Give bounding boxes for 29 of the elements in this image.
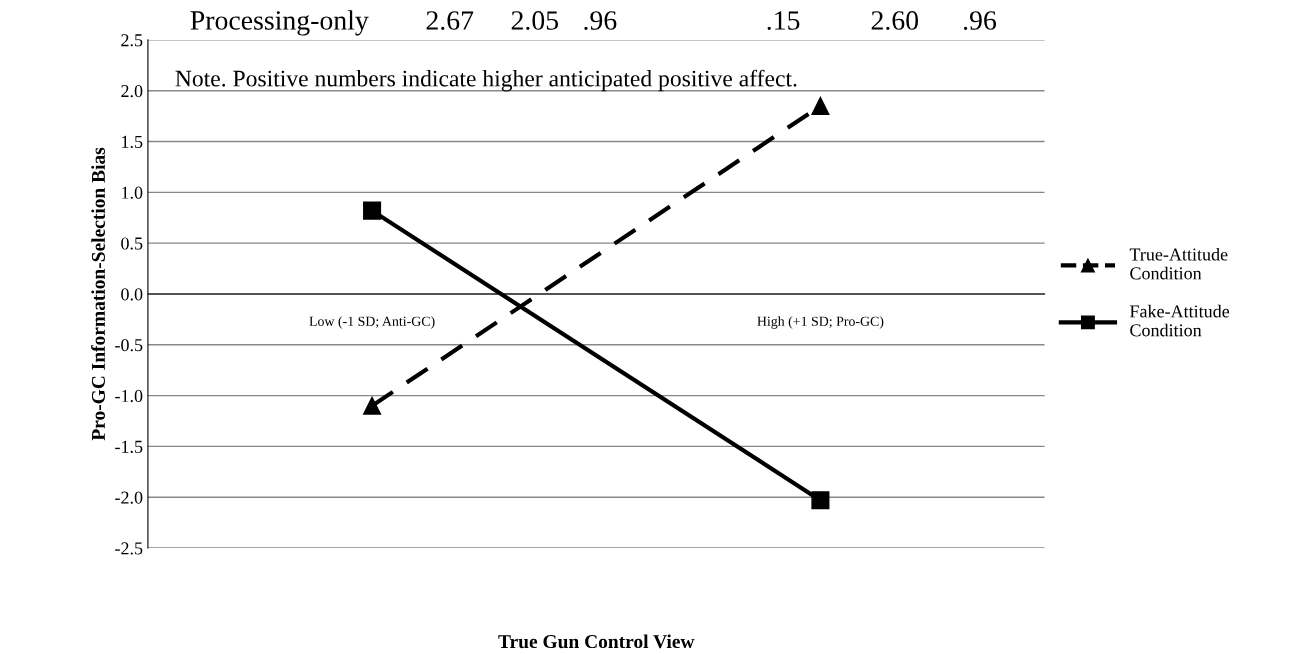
y-tick-label: 1.0: [122, 186, 143, 199]
text: 2.05: [511, 11, 559, 30]
x-tick-label: High (+1 SD; Pro-GC): [757, 316, 884, 329]
y-axis-title: Pro-GC Information-Selection Bias: [91, 147, 105, 441]
point: [363, 201, 382, 220]
text: .96: [963, 11, 997, 30]
point: [811, 491, 830, 510]
y-tick-label: 2.5: [121, 34, 143, 47]
text: .15: [767, 11, 800, 30]
y-tick-label: 2.0: [121, 84, 143, 98]
text: 2.67: [426, 11, 474, 30]
x-axis-title: True Gun Control View: [498, 634, 695, 649]
y-tick-label: 0.5: [121, 237, 143, 250]
y-tick-label: 0.0: [121, 288, 143, 301]
text: 2.60: [871, 11, 919, 30]
y-tick-label: -2.0: [115, 491, 143, 504]
text: Processing-only: [190, 10, 369, 36]
point: [811, 96, 830, 115]
y-tick-label: -0.5: [115, 339, 143, 352]
y-tick-label: -1.0: [115, 389, 143, 403]
point: [363, 396, 382, 415]
x-tick-label: Low (-1 SD; Anti-GC): [309, 316, 435, 329]
text: .96: [584, 11, 617, 30]
legend-label: True-Attitude Condition: [1129, 247, 1228, 280]
y-tick-label: -2.5: [115, 542, 143, 555]
legend-label: Fake-Attitude Condition: [1129, 304, 1230, 337]
y-tick-label: -1.5: [115, 440, 143, 453]
annotation: Note. Positive numbers indicate higher anticipated positive affect.: [175, 69, 797, 92]
y-tick-label: 1.5: [122, 135, 143, 149]
